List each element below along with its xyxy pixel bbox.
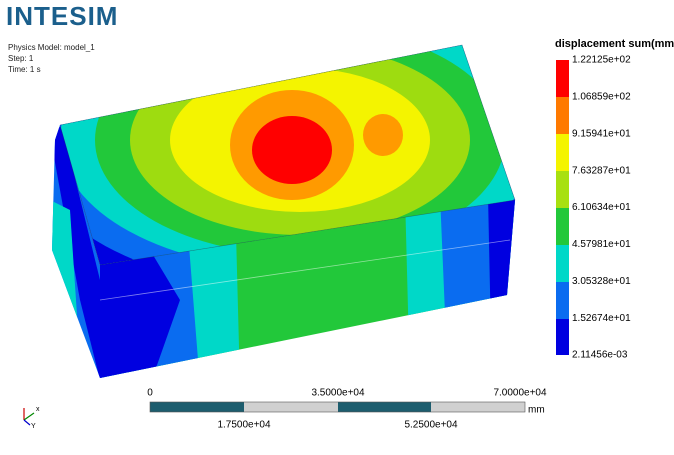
info-line: Step: 1 — [8, 54, 34, 63]
info-line: Time: 1 s — [8, 65, 41, 74]
legend-label: 1.52674e+01 — [572, 313, 631, 324]
scale-label: 0 — [147, 388, 153, 399]
legend-label: 1.22125e+02 — [572, 55, 631, 66]
legend-label: 2.11456e-03 — [572, 350, 628, 361]
axis-triad — [23, 408, 35, 426]
legend-label: 6.10634e+01 — [572, 202, 631, 213]
triad-label: x — [36, 406, 40, 413]
info-line: Physics Model: model_1 — [8, 43, 95, 52]
legend-label: 7.63287e+01 — [572, 165, 631, 176]
triad-label: Y — [31, 423, 36, 430]
colorbar — [556, 60, 569, 355]
scale-label: 7.0000e+04 — [493, 388, 547, 399]
legend-label: 3.05328e+01 — [572, 276, 631, 287]
legend-label: 4.57981e+01 — [572, 239, 631, 250]
scale-label: 5.2500e+04 — [404, 420, 458, 431]
legend-title: displacement sum(mm) — [555, 38, 674, 50]
logo: INTESIM — [6, 1, 118, 31]
scale-label: 3.5000e+04 — [311, 388, 365, 399]
scale-label: 1.7500e+04 — [217, 420, 271, 431]
legend-label: 1.06859e+02 — [572, 92, 631, 103]
scale-unit: mm — [528, 405, 545, 416]
scale-bar — [149, 401, 526, 413]
legend-label: 9.15941e+01 — [572, 128, 631, 139]
model — [52, 44, 516, 378]
